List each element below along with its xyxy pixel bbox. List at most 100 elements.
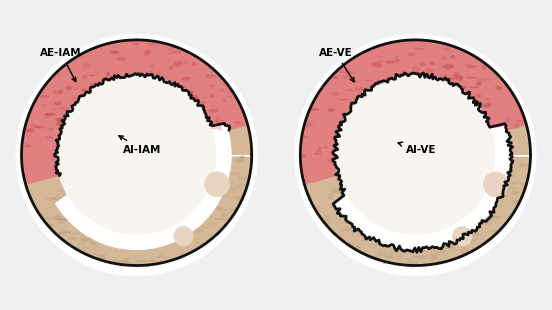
Ellipse shape xyxy=(372,63,382,68)
Ellipse shape xyxy=(33,132,42,135)
Ellipse shape xyxy=(477,105,486,108)
Ellipse shape xyxy=(508,174,513,178)
Ellipse shape xyxy=(57,232,67,235)
Ellipse shape xyxy=(224,108,227,112)
Ellipse shape xyxy=(474,66,479,67)
Ellipse shape xyxy=(79,95,82,96)
Ellipse shape xyxy=(51,158,54,160)
Ellipse shape xyxy=(192,61,195,66)
Ellipse shape xyxy=(390,57,401,60)
Ellipse shape xyxy=(181,79,188,82)
Ellipse shape xyxy=(230,208,235,210)
Ellipse shape xyxy=(222,97,226,102)
Ellipse shape xyxy=(414,48,424,50)
Ellipse shape xyxy=(431,256,438,260)
Ellipse shape xyxy=(352,60,358,63)
Ellipse shape xyxy=(60,232,73,233)
Ellipse shape xyxy=(407,264,416,268)
Ellipse shape xyxy=(341,71,351,73)
Ellipse shape xyxy=(331,117,341,122)
Ellipse shape xyxy=(98,254,107,257)
Ellipse shape xyxy=(386,256,394,259)
Ellipse shape xyxy=(331,92,339,96)
Ellipse shape xyxy=(375,71,380,74)
Ellipse shape xyxy=(459,86,465,90)
Ellipse shape xyxy=(382,262,386,264)
Text: AI-IAM: AI-IAM xyxy=(119,136,161,155)
Ellipse shape xyxy=(155,255,164,258)
Ellipse shape xyxy=(56,85,62,89)
Ellipse shape xyxy=(71,232,81,235)
Ellipse shape xyxy=(227,212,232,215)
Ellipse shape xyxy=(330,131,332,135)
Ellipse shape xyxy=(79,88,87,92)
Ellipse shape xyxy=(464,64,473,67)
Ellipse shape xyxy=(304,136,309,138)
Ellipse shape xyxy=(344,227,353,231)
Ellipse shape xyxy=(467,232,480,236)
Ellipse shape xyxy=(198,101,208,104)
Ellipse shape xyxy=(427,69,434,72)
Ellipse shape xyxy=(39,96,44,99)
Ellipse shape xyxy=(215,119,220,122)
Ellipse shape xyxy=(327,197,333,199)
Ellipse shape xyxy=(476,79,486,82)
Ellipse shape xyxy=(386,60,396,64)
Ellipse shape xyxy=(475,228,481,230)
Ellipse shape xyxy=(327,159,331,162)
Ellipse shape xyxy=(420,45,427,46)
Ellipse shape xyxy=(432,262,440,264)
Ellipse shape xyxy=(459,249,470,253)
Ellipse shape xyxy=(377,254,388,257)
Ellipse shape xyxy=(40,95,50,98)
Ellipse shape xyxy=(49,155,54,157)
Ellipse shape xyxy=(90,242,97,245)
Ellipse shape xyxy=(456,75,463,81)
Ellipse shape xyxy=(55,118,61,119)
Ellipse shape xyxy=(95,250,103,251)
Ellipse shape xyxy=(216,206,222,209)
Ellipse shape xyxy=(470,77,479,79)
Ellipse shape xyxy=(490,104,500,107)
Ellipse shape xyxy=(172,50,182,54)
Ellipse shape xyxy=(124,65,129,69)
Ellipse shape xyxy=(394,259,399,261)
Ellipse shape xyxy=(44,134,51,138)
Ellipse shape xyxy=(437,48,440,51)
Ellipse shape xyxy=(236,156,247,158)
Circle shape xyxy=(336,76,495,234)
Ellipse shape xyxy=(334,108,343,113)
Ellipse shape xyxy=(444,46,451,51)
Ellipse shape xyxy=(132,265,145,268)
Ellipse shape xyxy=(41,104,45,107)
Ellipse shape xyxy=(97,256,106,259)
Ellipse shape xyxy=(110,51,120,54)
Ellipse shape xyxy=(65,232,73,233)
Ellipse shape xyxy=(52,91,63,94)
Ellipse shape xyxy=(321,219,334,220)
Ellipse shape xyxy=(458,85,461,87)
Ellipse shape xyxy=(194,228,202,231)
Ellipse shape xyxy=(389,251,394,255)
Ellipse shape xyxy=(327,152,335,157)
Ellipse shape xyxy=(121,262,132,264)
Ellipse shape xyxy=(360,240,365,242)
Polygon shape xyxy=(300,40,530,265)
Ellipse shape xyxy=(47,224,54,226)
Ellipse shape xyxy=(158,253,163,257)
Ellipse shape xyxy=(138,45,146,47)
Ellipse shape xyxy=(343,76,354,79)
Ellipse shape xyxy=(183,54,192,58)
Ellipse shape xyxy=(184,77,190,79)
Ellipse shape xyxy=(327,193,333,196)
Ellipse shape xyxy=(205,98,216,103)
Ellipse shape xyxy=(429,253,442,256)
Ellipse shape xyxy=(106,72,110,77)
Polygon shape xyxy=(22,40,252,265)
Ellipse shape xyxy=(96,257,106,259)
Ellipse shape xyxy=(426,68,429,71)
Ellipse shape xyxy=(217,122,221,127)
Ellipse shape xyxy=(119,266,125,267)
Circle shape xyxy=(174,227,193,246)
Ellipse shape xyxy=(161,61,171,65)
